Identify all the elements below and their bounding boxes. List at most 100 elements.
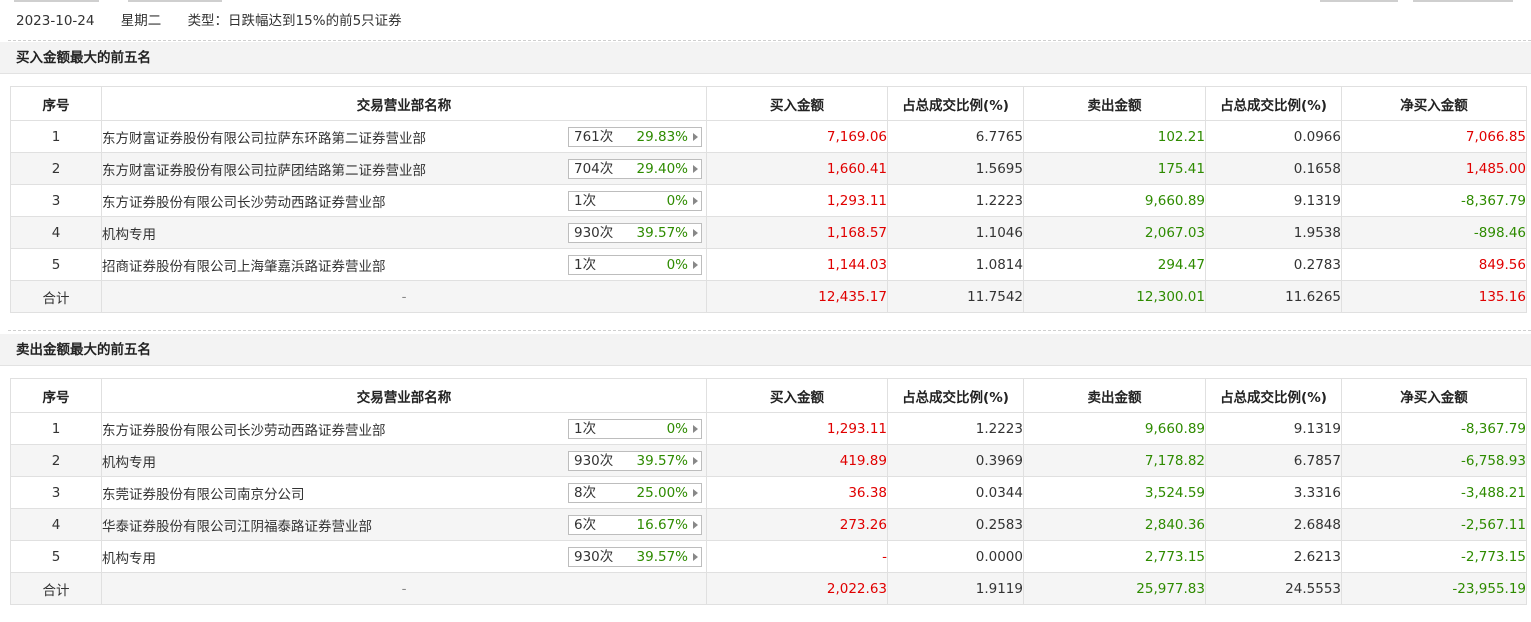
buy-amount: - [706, 540, 888, 573]
header-sell-amount: 卖出金额 [1023, 378, 1206, 413]
win-rate: 29.40% [636, 161, 688, 177]
broker-cell: 华泰证券股份有限公司江阴福泰路证券营业部 6次 16.67% [101, 508, 707, 541]
broker-stats-badge[interactable]: 8次 25.00% [568, 483, 702, 503]
net-buy-amount: -2,567.11 [1341, 508, 1527, 541]
broker-stats-badge[interactable]: 1次 0% [568, 191, 702, 211]
header-buy-ratio: 占总成交比例(%) [887, 86, 1024, 121]
table-row: 4 华泰证券股份有限公司江阴福泰路证券营业部 6次 16.67% 273.26 0.258… [10, 508, 1527, 541]
caret-right-icon [693, 489, 698, 497]
row-index: 4 [10, 216, 102, 249]
sell-section-title: 卖出金额最大的前五名 [0, 334, 1531, 366]
broker-stats-badge[interactable]: 1次 0% [568, 255, 702, 275]
total-label: 合计 [10, 572, 102, 605]
row-index: 5 [10, 248, 102, 281]
sell-amount: 2,067.03 [1023, 216, 1206, 249]
total-buy-ratio: 11.7542 [887, 280, 1024, 313]
net-buy-amount: -898.46 [1341, 216, 1527, 249]
sell-amount: 175.41 [1023, 152, 1206, 185]
total-net-buy: 135.16 [1341, 280, 1527, 313]
buy-ratio: 1.5695 [887, 152, 1024, 185]
win-rate: 0% [666, 421, 688, 437]
appearance-count: 930次 [574, 453, 614, 469]
buy-amount: 36.38 [706, 476, 888, 509]
header-sell-ratio: 占总成交比例(%) [1205, 378, 1342, 413]
table-header-row: 序号 交易营业部名称 买入金额 占总成交比例(%) 卖出金额 占总成交比例(%) 净买入金额 [10, 378, 1527, 413]
sell-ratio: 1.9538 [1205, 216, 1342, 249]
header-broker-name: 交易营业部名称 [101, 86, 707, 121]
header-index: 序号 [10, 378, 102, 413]
table-header-row: 序号 交易营业部名称 买入金额 占总成交比例(%) 卖出金额 占总成交比例(%) 净买入金额 [10, 86, 1527, 121]
broker-name-link[interactable]: 招商证券股份有限公司上海肇嘉浜路证券营业部 [102, 258, 386, 275]
buy-amount: 7,169.06 [706, 120, 888, 153]
total-buy-amount: 12,435.17 [706, 280, 888, 313]
broker-cell: 机构专用 930次 39.57% [101, 216, 707, 249]
sell-amount: 294.47 [1023, 248, 1206, 281]
top-tabs-strip [0, 0, 1531, 3]
broker-stats-badge[interactable]: 704次 29.40% [568, 159, 702, 179]
header-net-buy: 净买入金额 [1341, 378, 1527, 413]
sell-ratio: 6.7857 [1205, 444, 1342, 477]
buy-top5-table: 序号 交易营业部名称 买入金额 占总成交比例(%) 卖出金额 占总成交比例(%) 净买入金额… [10, 86, 1527, 313]
buy-ratio: 0.2583 [887, 508, 1024, 541]
buy-amount: 1,293.11 [706, 184, 888, 217]
sell-ratio: 0.0966 [1205, 120, 1342, 153]
broker-cell: 招商证券股份有限公司上海肇嘉浜路证券营业部 1次 0% [101, 248, 707, 281]
broker-stats-badge[interactable]: 930次 39.57% [568, 547, 702, 567]
buy-ratio: 0.0000 [887, 540, 1024, 573]
sell-amount: 2,840.36 [1023, 508, 1206, 541]
appearance-count: 1次 [574, 421, 597, 437]
total-buy-ratio: 1.9119 [887, 572, 1024, 605]
appearance-count: 8次 [574, 485, 597, 501]
broker-name-link[interactable]: 东莞证券股份有限公司南京分公司 [102, 486, 305, 503]
table-row: 3 东方证券股份有限公司长沙劳动西路证券营业部 1次 0% 1,293.11 1.2223… [10, 184, 1527, 217]
win-rate: 39.57% [636, 225, 688, 241]
broker-name-link[interactable]: 东方证券股份有限公司长沙劳动西路证券营业部 [102, 194, 386, 211]
broker-stats-badge[interactable]: 930次 39.57% [568, 451, 702, 471]
table-row: 5 机构专用 930次 39.57% -0.0000 2,773.15 2.6213 -2,7… [10, 540, 1527, 573]
broker-name-link[interactable]: 华泰证券股份有限公司江阴福泰路证券营业部 [102, 518, 372, 535]
table-row: 2 机构专用 930次 39.57% 419.89 0.3969 7,178.82 6.785… [10, 444, 1527, 477]
total-row: 合计 -2,022.63 1.9119 25,977.83 24.5553 -23,955… [10, 572, 1527, 605]
net-buy-amount: -8,367.79 [1341, 412, 1527, 445]
broker-name-link[interactable]: 东方财富证券股份有限公司拉萨东环路第二证券营业部 [102, 130, 426, 147]
sell-ratio: 9.1319 [1205, 184, 1342, 217]
win-rate: 39.57% [636, 453, 688, 469]
broker-stats-badge[interactable]: 6次 16.67% [568, 515, 702, 535]
total-name: - [101, 280, 707, 313]
net-buy-amount: 7,066.85 [1341, 120, 1527, 153]
broker-name-link[interactable]: 机构专用 [102, 550, 156, 567]
buy-ratio: 6.7765 [887, 120, 1024, 153]
broker-stats-badge[interactable]: 930次 39.57% [568, 223, 702, 243]
caret-right-icon [693, 133, 698, 141]
broker-name-link[interactable]: 机构专用 [102, 226, 156, 243]
appearance-count: 1次 [574, 193, 597, 209]
total-sell-amount: 25,977.83 [1023, 572, 1206, 605]
win-rate: 0% [666, 257, 688, 273]
broker-stats-badge[interactable]: 1次 0% [568, 419, 702, 439]
net-buy-amount: 849.56 [1341, 248, 1527, 281]
row-index: 2 [10, 152, 102, 185]
header-weekday: 星期二 [120, 13, 162, 29]
appearance-count: 704次 [574, 161, 614, 177]
row-index: 5 [10, 540, 102, 573]
buy-amount: 1,144.03 [706, 248, 888, 281]
appearance-count: 1次 [574, 257, 597, 273]
net-buy-amount: -2,773.15 [1341, 540, 1527, 573]
broker-name-link[interactable]: 机构专用 [102, 454, 156, 471]
header-buy-ratio: 占总成交比例(%) [887, 378, 1024, 413]
buy-ratio: 1.2223 [887, 412, 1024, 445]
table-row: 2 东方财富证券股份有限公司拉萨团结路第二证券营业部 704次 29.40% 1,660… [10, 152, 1527, 185]
sell-top5-table: 序号 交易营业部名称 买入金额 占总成交比例(%) 卖出金额 占总成交比例(%) 净买入金额… [10, 378, 1527, 605]
broker-stats-badge[interactable]: 761次 29.83% [568, 127, 702, 147]
broker-name-link[interactable]: 东方证券股份有限公司长沙劳动西路证券营业部 [102, 422, 386, 439]
appearance-count: 930次 [574, 549, 614, 565]
caret-right-icon [693, 425, 698, 433]
win-rate: 25.00% [636, 485, 688, 501]
broker-cell: 东方证券股份有限公司长沙劳动西路证券营业部 1次 0% [101, 412, 707, 445]
broker-name-link[interactable]: 东方财富证券股份有限公司拉萨团结路第二证券营业部 [102, 162, 426, 179]
broker-cell: 机构专用 930次 39.57% [101, 540, 707, 573]
header-buy-amount: 买入金额 [706, 86, 888, 121]
buy-amount: 273.26 [706, 508, 888, 541]
buy-amount: 1,168.57 [706, 216, 888, 249]
net-buy-amount: 1,485.00 [1341, 152, 1527, 185]
